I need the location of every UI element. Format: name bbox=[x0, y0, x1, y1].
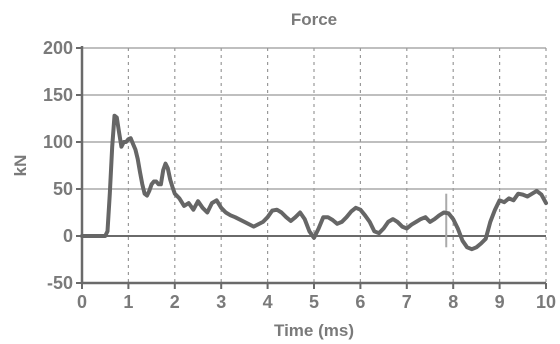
axes bbox=[76, 46, 547, 289]
force-series-line bbox=[80, 113, 548, 252]
x-tick-label: 0 bbox=[77, 292, 87, 312]
y-tick-label: 0 bbox=[63, 226, 73, 246]
y-tick-label: 100 bbox=[43, 132, 73, 152]
y-axis-label: kN bbox=[11, 155, 30, 177]
x-tick-label: 6 bbox=[355, 292, 365, 312]
y-tick-label: 200 bbox=[43, 38, 73, 58]
x-tick-label: 4 bbox=[263, 292, 273, 312]
x-tick-label: 10 bbox=[536, 292, 556, 312]
x-tick-label: 2 bbox=[170, 292, 180, 312]
y-tick-label: 50 bbox=[53, 179, 73, 199]
x-tick-label: 7 bbox=[402, 292, 412, 312]
x-tick-label: 1 bbox=[123, 292, 133, 312]
chart-title: Force bbox=[291, 10, 337, 29]
y-tick-label: 150 bbox=[43, 85, 73, 105]
x-axis-label: Time (ms) bbox=[274, 321, 354, 340]
x-tick-label: 9 bbox=[495, 292, 505, 312]
x-tick-label: 8 bbox=[448, 292, 458, 312]
y-tick-label: -50 bbox=[47, 273, 73, 293]
x-tick-label: 5 bbox=[309, 292, 319, 312]
x-tick-label: 3 bbox=[216, 292, 226, 312]
gridlines bbox=[82, 47, 547, 284]
series-layer bbox=[80, 113, 548, 252]
